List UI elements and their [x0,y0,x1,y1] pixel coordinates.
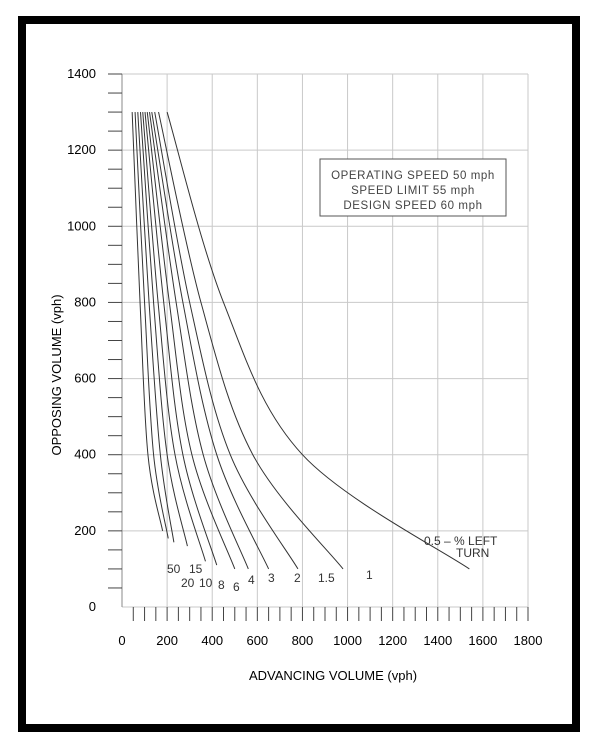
y-tick-labels: 0 200 400 600 800 1000 1200 1400 [67,66,96,614]
curve-label-1: 1 [366,568,373,582]
x-tick-label: 1800 [514,633,543,648]
y-tick-label: 1400 [67,66,96,81]
x-tick-labels: 0 200 400 600 800 1000 1200 1400 1600 1800 [118,633,542,648]
curve-10 [139,112,188,547]
curve-15 [137,112,175,543]
y-tick-label: 400 [74,447,96,462]
curve-label-20: 20 [181,576,195,590]
y-tick-label: 600 [74,371,96,386]
left-turn-label-line2: TURN [456,546,489,560]
y-tick-label: 0 [89,599,96,614]
operating-speed-text: OPERATING SPEED 50 mph [331,170,495,182]
curve-label-1-5: 1.5 [318,571,335,585]
curve-8 [142,112,206,562]
x-tick-label: 800 [292,633,314,648]
curve-label-6: 6 [233,580,240,594]
curve-1-5 [154,111,299,570]
x-tick-label: 600 [246,633,268,648]
curve-3 [149,112,249,570]
x-tick-label: 1600 [468,633,497,648]
y-axis-label: OPPOSING VOLUME (vph) [49,294,64,455]
curve-label-50: 50 [167,562,181,576]
left-turn-label-line1: 0.5 – % LEFT [424,534,498,548]
x-tick-label: 200 [156,633,178,648]
y-tick-label: 800 [74,294,96,309]
y-tick-label: 200 [74,523,96,538]
x-tick-label: 0 [118,633,125,648]
curve-label-4: 4 [248,573,255,587]
x-axis-label: ADVANCING VOLUME (vph) [249,668,417,683]
curve-label-2: 2 [294,571,301,585]
y-tick-label: 1000 [67,218,96,233]
curve-2 [151,111,270,570]
curve-4 [146,112,236,570]
curve-50 [131,112,164,531]
x-tick-label: 1000 [333,633,362,648]
curve-label-8: 8 [218,578,225,592]
speed-info-box [319,158,507,217]
curve-1 [158,111,344,570]
x-tick-label: 1400 [423,633,452,648]
curve-6 [144,112,218,566]
speed-limit-text: SPEED LIMIT 55 mph [351,185,475,197]
tick-marks [108,73,529,621]
curve-0-5 [166,111,470,570]
curve-20 [134,112,169,539]
curves [131,111,470,570]
chart-frame [18,16,580,732]
x-tick-label: 1200 [378,633,407,648]
curve-label-10: 10 [199,576,213,590]
y-tick-label: 1200 [67,142,96,157]
design-speed-text: DESIGN SPEED 60 mph [343,200,482,212]
curve-label-3: 3 [268,571,275,585]
x-tick-label: 400 [201,633,223,648]
curve-label-15: 15 [189,562,203,576]
